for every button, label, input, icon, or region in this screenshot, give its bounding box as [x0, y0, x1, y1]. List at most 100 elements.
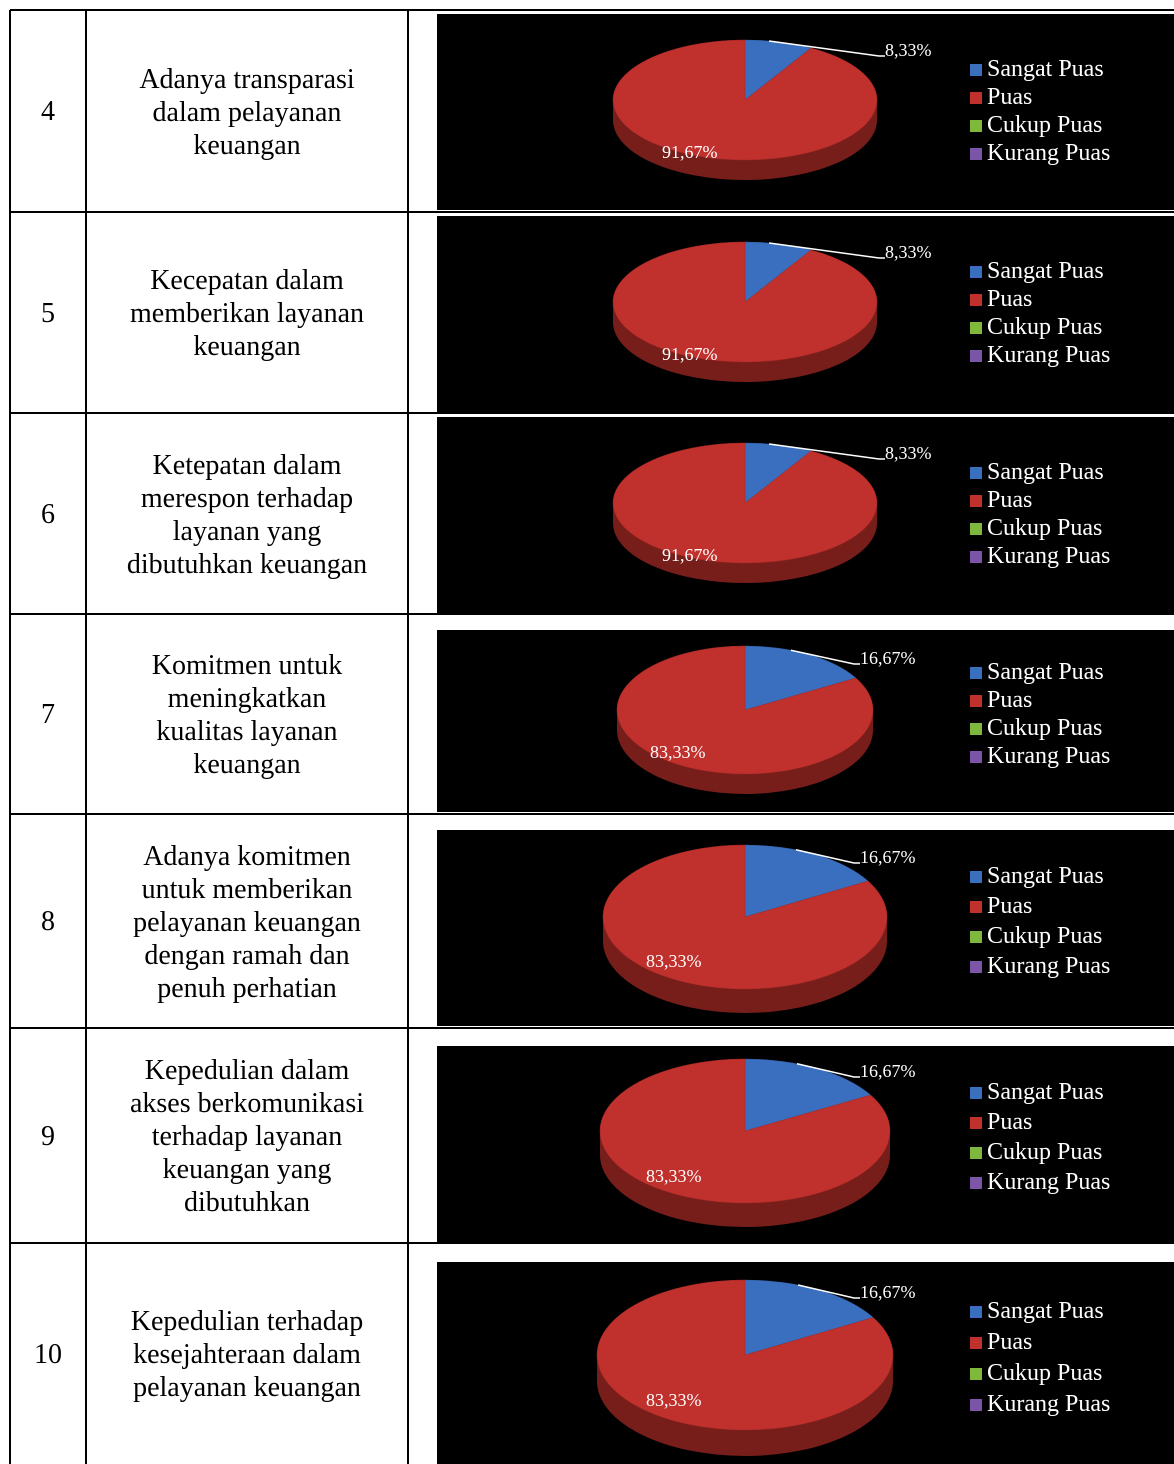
- pie-chart-panel: 8,33% 91,67% Sangat Puas Puas Cukup Puas Kura…: [437, 216, 1174, 412]
- pie-side-puas: [600, 1131, 890, 1227]
- leader-line: [796, 1063, 860, 1078]
- legend-swatch-puas: [970, 901, 982, 913]
- row-divider: [10, 813, 1174, 815]
- leader-line: [768, 242, 885, 259]
- pie-side-puas: [603, 917, 887, 1013]
- legend-swatch-sangat-puas: [970, 1306, 982, 1318]
- legend-swatch-puas: [970, 294, 982, 306]
- legend-swatch-kurang-puas: [970, 1399, 982, 1411]
- data-label-sangat-puas: 16,67%: [860, 1282, 916, 1302]
- legend-label: Sangat Puas: [987, 459, 1104, 485]
- pie-slice-puas: [596, 1279, 894, 1431]
- pie-side-puas: [597, 1355, 893, 1456]
- row-number: 9: [41, 1120, 55, 1152]
- data-label-puas: 83,33%: [646, 951, 702, 971]
- legend-swatch-cukup-puas: [970, 931, 982, 943]
- row-description: Kepedulian terhadap kesejahteraan dalam …: [130, 1306, 364, 1403]
- legend-swatch-cukup-puas: [970, 1147, 982, 1159]
- data-label-sangat-puas: 16,67%: [860, 847, 916, 867]
- row-number: 10: [34, 1338, 62, 1370]
- legend-swatch-kurang-puas: [970, 751, 982, 763]
- data-label-sangat-puas: 8,33%: [885, 443, 932, 463]
- leader-line: [768, 40, 885, 57]
- row-divider: [10, 1242, 1174, 1244]
- data-label-sangat-puas: 8,33%: [885, 242, 932, 262]
- legend-swatch-puas: [970, 695, 982, 707]
- legend-label: Cukup Puas: [987, 1139, 1102, 1165]
- legend-label: Puas: [987, 893, 1032, 919]
- legend-label: Kurang Puas: [987, 140, 1110, 166]
- legend-swatch-sangat-puas: [970, 667, 982, 679]
- legend-swatch-kurang-puas: [970, 350, 982, 362]
- legend-label: Kurang Puas: [987, 743, 1110, 769]
- legend-swatch-kurang-puas: [970, 961, 982, 973]
- pie-slice-puas: [612, 39, 878, 161]
- legend-swatch-cukup-puas: [970, 120, 982, 132]
- data-label-puas: 83,33%: [646, 1390, 702, 1410]
- legend-label: Kurang Puas: [987, 1169, 1110, 1195]
- legend-label: Sangat Puas: [987, 258, 1104, 284]
- legend-label: Puas: [987, 84, 1032, 110]
- data-label-sangat-puas: 8,33%: [885, 40, 932, 60]
- legend-label: Cukup Puas: [987, 314, 1102, 340]
- legend-label: Kurang Puas: [987, 953, 1110, 979]
- leader-line: [795, 849, 860, 864]
- legend-swatch-cukup-puas: [970, 523, 982, 535]
- pie-chart-panel: 16,67% 83,33% Sangat Puas Puas Cukup Puas Kur…: [437, 1046, 1174, 1242]
- legend-label: Kurang Puas: [987, 543, 1110, 569]
- legend-swatch-puas: [970, 1117, 982, 1129]
- legend-swatch-puas: [970, 1337, 982, 1349]
- pie-slice-puas: [602, 844, 888, 990]
- row-divider: [10, 9, 1174, 11]
- row-description: Kepedulian dalam akses berkomunikasi ter…: [129, 1055, 365, 1218]
- legend-label: Sangat Puas: [987, 1079, 1104, 1105]
- row-number: 5: [41, 297, 55, 329]
- pie-slice-puas: [612, 442, 878, 564]
- row-description: Adanya komitmen untuk memberikan pelayan…: [133, 840, 361, 1004]
- legend-label: Cukup Puas: [987, 112, 1102, 138]
- row-divider: [10, 211, 1174, 213]
- legend-swatch-cukup-puas: [970, 723, 982, 735]
- pie-side-puas: [613, 503, 877, 583]
- row-number: 7: [41, 699, 55, 730]
- legend-label: Puas: [987, 687, 1032, 713]
- data-label-puas: 83,33%: [646, 1166, 702, 1186]
- col-divider-2: [407, 10, 409, 1464]
- pie-chart-panel: 8,33% 91,67% Sangat Puas Puas Cukup Puas Kura…: [437, 417, 1174, 613]
- legend-label: Cukup Puas: [987, 715, 1102, 741]
- pie-slice-puas: [599, 1058, 891, 1204]
- legend-label: Puas: [987, 487, 1032, 513]
- legend-swatch-cukup-puas: [970, 322, 982, 334]
- legend-swatch-sangat-puas: [970, 1087, 982, 1099]
- row-description: Adanya transparasi dalam pelayanan keuan…: [139, 63, 355, 161]
- outer-left-border: [9, 10, 11, 1464]
- legend-swatch-kurang-puas: [970, 1177, 982, 1189]
- legend-swatch-sangat-puas: [970, 64, 982, 76]
- legend-label: Puas: [987, 1109, 1032, 1135]
- pie-chart-panel: 8,33% 91,67% Sangat Puas Puas Cukup Puas Kura…: [437, 14, 1174, 210]
- legend-swatch-puas: [970, 92, 982, 104]
- pie-chart-panel: 16,67% 83,33% Sangat Puas Puas Cukup Puas Kur…: [437, 1262, 1174, 1464]
- legend-swatch-cukup-puas: [970, 1368, 982, 1380]
- legend-label: Puas: [987, 1329, 1032, 1355]
- col-divider-1: [85, 10, 87, 1464]
- row-number: 6: [41, 498, 55, 530]
- legend-swatch-kurang-puas: [970, 148, 982, 160]
- row-number: 8: [41, 906, 55, 937]
- legend-swatch-kurang-puas: [970, 551, 982, 563]
- legend-label: Cukup Puas: [987, 515, 1102, 541]
- leader-line: [797, 1284, 860, 1299]
- legend-label: Cukup Puas: [987, 1360, 1102, 1386]
- pie-chart-panel: 16,67% 83,33% Sangat Puas Puas Cukup Puas Kur…: [437, 630, 1174, 812]
- legend-label: Cukup Puas: [987, 923, 1102, 949]
- pie-slice-puas: [612, 241, 878, 363]
- row-description: Kecepatan dalam memberikan layanan keuan…: [129, 265, 364, 362]
- pie-side-puas: [613, 100, 877, 180]
- data-label-sangat-puas: 16,67%: [860, 648, 916, 668]
